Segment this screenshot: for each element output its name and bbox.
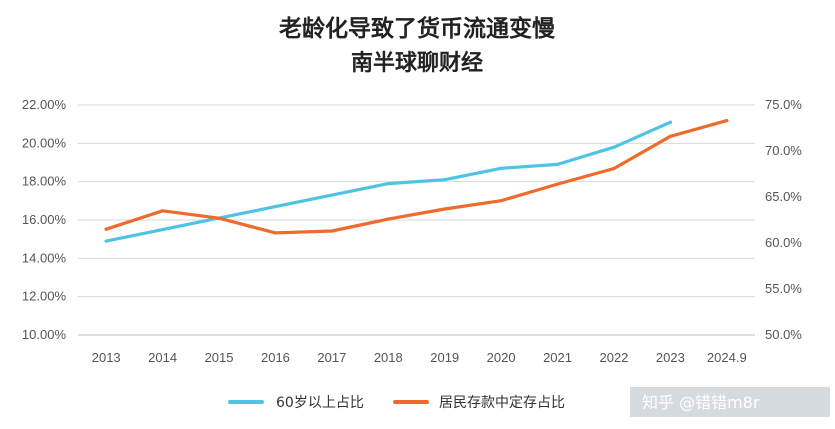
data-point-series-2 xyxy=(217,216,221,220)
y-left-tick-label: 10.00% xyxy=(22,327,67,342)
watermark-backdrop xyxy=(630,387,830,417)
data-point-series-1 xyxy=(668,120,672,124)
y-left-tick-label: 14.00% xyxy=(22,250,67,265)
data-point-series-1 xyxy=(443,178,447,182)
data-point-series-1 xyxy=(273,204,278,209)
data-point-series-1 xyxy=(161,227,165,232)
chart-title: 老龄化导致了货币流通变慢 xyxy=(278,15,556,42)
data-point-series-2 xyxy=(104,227,108,231)
data-point-series-2 xyxy=(499,199,503,203)
data-point-series-2 xyxy=(725,119,729,123)
x-tick-label: 2022 xyxy=(599,350,628,365)
chart-subtitle: 南半球聊财经 xyxy=(351,50,483,76)
data-point-series-1 xyxy=(612,145,616,149)
grid xyxy=(78,104,755,336)
y-left-tick-label: 22.00% xyxy=(22,97,67,112)
y-axis-right: 50.0% 55.0% 60.0% 65.0% 70.0% 75.0% xyxy=(765,97,802,342)
x-tick-label: 2024.9 xyxy=(707,350,747,365)
y-right-tick-label: 65.0% xyxy=(765,189,802,204)
y-right-tick-label: 50.0% xyxy=(765,327,802,342)
x-tick-label: 2018 xyxy=(374,350,403,365)
y-right-tick-label: 75.0% xyxy=(765,97,802,112)
x-tick-label: 2015 xyxy=(205,350,234,365)
x-tick-label: 2019 xyxy=(430,350,459,365)
x-tick-label: 2023 xyxy=(656,350,685,365)
x-tick-label: 2016 xyxy=(261,350,290,365)
x-tick-label: 2017 xyxy=(317,350,346,365)
x-tick-label: 2013 xyxy=(92,350,121,365)
y-left-tick-label: 16.00% xyxy=(22,212,67,227)
data-point-series-2 xyxy=(555,182,560,186)
data-point-series-1 xyxy=(555,162,560,167)
x-tick-label: 2020 xyxy=(487,350,516,365)
y-left-tick-label: 20.00% xyxy=(22,135,67,150)
x-tick-label: 2014 xyxy=(148,350,177,365)
y-axis-left: 10.00% 12.00% 14.00% 16.00% 18.00% 20.00% 22.0… xyxy=(22,97,67,342)
y-right-tick-label: 55.0% xyxy=(765,281,802,296)
plot-series xyxy=(104,118,729,243)
data-point-series-2 xyxy=(330,229,334,233)
data-point-series-1 xyxy=(499,166,503,170)
data-point-series-1 xyxy=(104,239,108,243)
x-axis: 2013 2014 2015 2016 2017 2018 2019 2020 2021 2022… xyxy=(78,334,755,365)
legend-label-series-1: 60岁以上占比 xyxy=(276,395,364,411)
y-right-tick-label: 70.0% xyxy=(765,143,802,158)
legend-label-series-2: 居民存款中定存占比 xyxy=(439,395,565,411)
y-left-tick-label: 12.00% xyxy=(22,289,67,304)
data-point-series-2 xyxy=(443,207,447,211)
y-left-tick-label: 18.00% xyxy=(22,174,67,189)
legend: 60岁以上占比 居民存款中定存占比 xyxy=(228,395,565,411)
series-line-2 xyxy=(104,118,729,235)
data-point-series-2 xyxy=(161,209,165,213)
y-right-tick-label: 60.0% xyxy=(765,235,802,250)
x-tick-label: 2021 xyxy=(543,350,572,365)
watermark: 知乎 @错错m8r xyxy=(642,393,760,412)
data-point-series-2 xyxy=(612,166,616,171)
data-point-series-2 xyxy=(386,217,390,221)
data-point-series-2 xyxy=(273,231,278,235)
data-point-series-1 xyxy=(330,193,334,197)
data-point-series-1 xyxy=(386,181,390,186)
data-point-series-2 xyxy=(668,134,672,138)
